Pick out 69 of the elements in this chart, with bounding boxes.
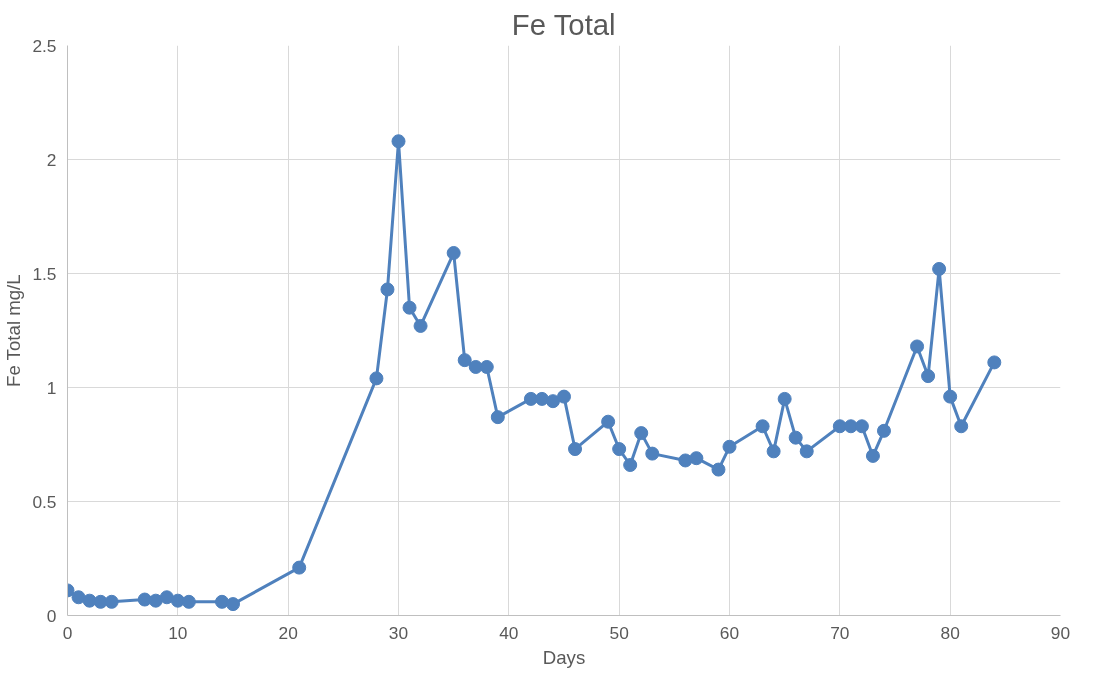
point xyxy=(645,446,660,461)
point xyxy=(954,419,969,434)
x-tick-label: 10 xyxy=(168,622,188,643)
x-tick-label: 80 xyxy=(940,622,960,643)
point xyxy=(170,593,185,608)
point xyxy=(159,590,174,605)
point xyxy=(799,444,814,459)
point xyxy=(446,245,461,260)
y-tick-label: 2 xyxy=(46,149,57,170)
x-tick-label: 20 xyxy=(278,622,298,643)
point xyxy=(226,597,240,612)
point xyxy=(843,419,858,434)
point xyxy=(380,282,395,297)
y-tick-label: 0 xyxy=(46,605,57,626)
point xyxy=(921,369,936,384)
x-tick-label: 0 xyxy=(62,622,73,643)
x-tick-label: 60 xyxy=(719,622,740,643)
point xyxy=(457,353,472,368)
x-tick-label: 90 xyxy=(1050,622,1071,643)
point xyxy=(568,442,583,457)
point xyxy=(932,261,947,276)
y-tick-label: 1 xyxy=(46,377,57,398)
point xyxy=(71,590,86,605)
point xyxy=(755,419,770,434)
x-axis-title: Days xyxy=(542,646,586,668)
chart-title: Fe Total xyxy=(511,7,616,41)
point xyxy=(689,451,704,466)
point xyxy=(854,419,869,434)
point xyxy=(391,134,406,149)
point xyxy=(479,359,494,374)
y-tick-label: 0.5 xyxy=(32,491,57,512)
point xyxy=(534,391,549,406)
y-tick-label: 1.5 xyxy=(32,263,57,284)
x-tick-label: 50 xyxy=(609,622,629,643)
point xyxy=(711,462,726,477)
x-tick-label: 30 xyxy=(388,622,409,643)
point xyxy=(490,410,505,425)
point xyxy=(292,560,307,575)
point xyxy=(413,318,428,333)
point xyxy=(104,594,119,609)
point xyxy=(865,448,880,463)
point xyxy=(612,442,627,457)
point xyxy=(943,389,958,404)
point xyxy=(987,355,1002,370)
point xyxy=(722,439,737,454)
point xyxy=(181,594,196,609)
point xyxy=(468,359,483,374)
point xyxy=(788,430,803,445)
point xyxy=(214,594,229,609)
point xyxy=(634,426,649,441)
point xyxy=(910,339,925,354)
point xyxy=(545,394,560,409)
point xyxy=(601,414,616,429)
point xyxy=(678,453,693,468)
x-tick-label: 70 xyxy=(830,622,850,643)
point xyxy=(876,423,891,438)
point xyxy=(777,391,792,406)
point xyxy=(523,391,538,406)
point xyxy=(402,300,417,315)
point xyxy=(766,444,781,459)
x-tick-label: 40 xyxy=(499,622,519,643)
y-axis-title: Fe Total mg/L xyxy=(3,274,25,388)
point xyxy=(832,419,847,434)
point xyxy=(557,389,571,404)
point xyxy=(623,458,638,473)
y-tick-label: 2.5 xyxy=(32,35,57,56)
point xyxy=(369,371,384,386)
point xyxy=(93,594,108,609)
point xyxy=(148,593,163,608)
